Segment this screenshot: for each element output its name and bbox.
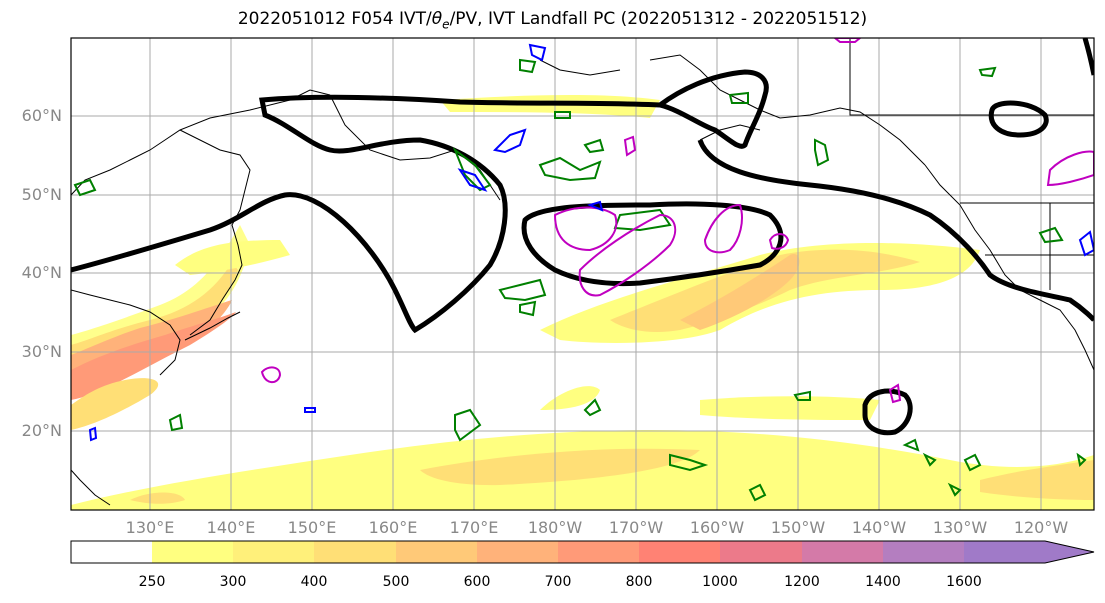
colorbar-tick: 500 (382, 574, 410, 590)
ivt-negative-contours (88, 43, 1094, 442)
map-frame (70, 37, 1095, 511)
lon-label-140w: 140°W (851, 518, 907, 537)
lat-label-60n: 60°N (21, 106, 62, 125)
lon-label-180w: 180°W (527, 518, 583, 537)
colorbar-bin (477, 541, 558, 563)
colorbar-tick: 800 (625, 574, 653, 590)
colorbar-tick: 1000 (702, 574, 738, 590)
lon-label-150e: 150°E (287, 518, 337, 537)
colorbar-bin (720, 541, 802, 563)
colorbar-tick: 1400 (865, 574, 901, 590)
colorbar-bin (396, 541, 477, 563)
lon-label-160e: 160°E (368, 518, 418, 537)
lat-label-20n: 20°N (21, 421, 62, 440)
colorbar-bin (152, 541, 233, 563)
lat-label-30n: 30°N (21, 342, 62, 361)
colorbar-tick: 250 (138, 574, 166, 590)
lat-label-50n: 50°N (21, 185, 62, 204)
colorbar-tick: 1600 (946, 574, 982, 590)
lon-label-130e: 130°E (125, 518, 175, 537)
pv-contours (260, 38, 1094, 404)
colorbar-tick: 600 (463, 574, 491, 590)
colorbar-tick: 700 (544, 574, 572, 590)
lon-label-170w: 170°W (608, 518, 664, 537)
colorbar-bin (883, 541, 964, 563)
lon-label-140e: 140°E (206, 518, 256, 537)
colorbar-bin (802, 541, 883, 563)
colorbar-frame (70, 540, 1095, 564)
lat-label-40n: 40°N (21, 263, 62, 282)
ivt-shading (71, 95, 1094, 510)
colorbar-tick: 300 (219, 574, 247, 590)
figure-title: 2022051012 F054 IVT/θe/PV, IVT Landfall … (237, 9, 868, 32)
colorbar-bin (71, 541, 152, 563)
lon-label-130w: 130°W (932, 518, 988, 537)
lon-label-160w: 160°W (689, 518, 745, 537)
lon-label-170e: 170°E (449, 518, 499, 537)
colorbar-bin (314, 541, 396, 563)
colorbar-bin (233, 541, 314, 563)
lon-label-150w: 150°W (770, 518, 826, 537)
ivt-landfall-pc-contour (71, 38, 1094, 436)
lon-label-120w: 120°W (1013, 518, 1069, 537)
colorbar (70, 540, 1095, 564)
colorbar-bin (639, 541, 720, 563)
colorbar-bin (558, 541, 639, 563)
colorbar-tick: 1200 (784, 574, 820, 590)
colorbar-extend-arrow (964, 541, 1094, 563)
colorbar-tick: 400 (300, 574, 328, 590)
